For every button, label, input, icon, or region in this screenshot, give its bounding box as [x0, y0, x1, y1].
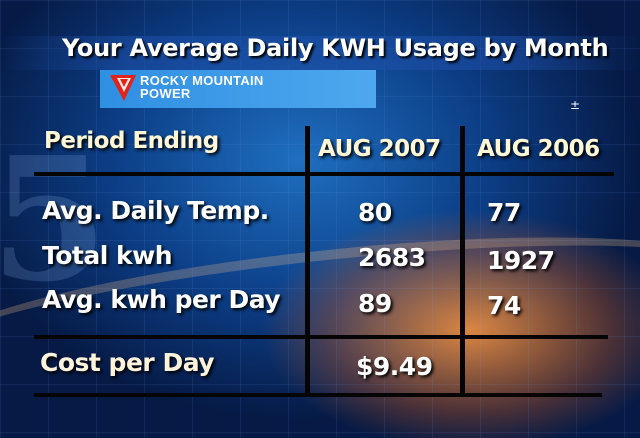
background-channel-mark: 5: [0, 120, 109, 320]
row-value-avg-kwh-per-day-2007: 89: [358, 289, 392, 318]
row-value-avg-kwh-per-day-2006: 74: [487, 291, 521, 320]
row-value-total-kwh-2007: 2683: [358, 243, 426, 272]
row-label-avg-daily-temp: Avg. Daily Temp.: [42, 196, 269, 225]
title-banner: [0, 36, 640, 70]
logo-text: ROCKY MOUNTAIN POWER: [140, 74, 264, 100]
row-label-total-kwh: Total kwh: [42, 241, 173, 270]
header-period-ending: Period Ending: [44, 128, 219, 154]
row-label-cost-per-day: Cost per Day: [40, 348, 215, 377]
table-divider-cost-top: [34, 335, 608, 339]
row-value-total-kwh-2006: 1927: [487, 246, 555, 275]
table-divider-vertical-2: [460, 126, 465, 394]
logo-line-1: ROCKY MOUNTAIN: [140, 73, 264, 88]
table-divider-vertical-1: [305, 126, 310, 394]
power-logo-icon: [110, 75, 136, 101]
row-value-avg-daily-temp-2007: 80: [358, 198, 392, 227]
table-divider-header: [34, 172, 614, 176]
plus-minus-glyph: ±: [570, 98, 581, 112]
header-aug-2007: AUG 2007: [318, 136, 441, 162]
graphic-title: Your Average Daily KWH Usage by Month: [62, 34, 609, 62]
logo-line-2: POWER: [140, 86, 191, 101]
header-aug-2006: AUG 2006: [477, 136, 600, 162]
row-value-avg-daily-temp-2006: 77: [487, 198, 521, 227]
row-label-avg-kwh-per-day: Avg. kwh per Day: [42, 285, 281, 314]
rocky-mountain-power-logo: ROCKY MOUNTAIN POWER: [100, 70, 376, 108]
row-value-cost-per-day-2007: $9.49: [356, 352, 433, 381]
table-divider-bottom: [34, 393, 602, 397]
